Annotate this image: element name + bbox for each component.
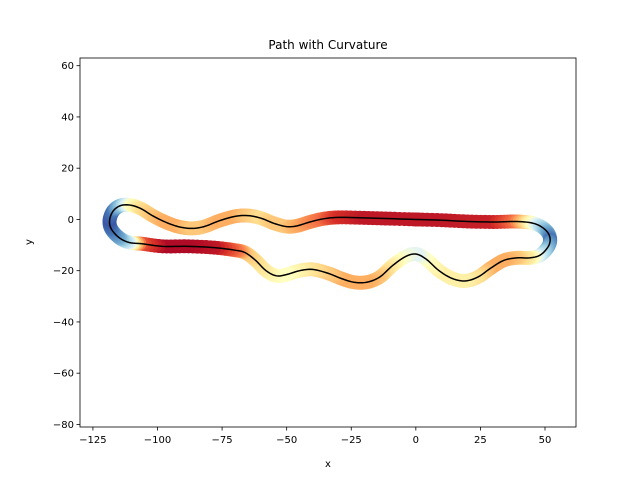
x-tick-label: −125 [79,435,106,446]
path-line [108,204,551,284]
x-tick-label: 25 [474,435,487,446]
chart-title: Path with Curvature [268,38,387,52]
x-tick-label: −100 [144,435,171,446]
y-tick-label: 60 [61,61,74,72]
x-tick-label: 50 [539,435,552,446]
axes-frame [79,57,577,428]
y-tick-label: −20 [53,266,74,277]
y-axis-label: y [24,239,35,245]
axis-ticks: −125 −100 −75 −50 −25 0 25 50 −80 −60 −40 −20 0 20 40 6… [53,61,551,446]
plot-area [79,57,577,428]
y-tick-label: 40 [61,112,74,123]
x-tick-label: −25 [341,435,362,446]
x-tick-label: −75 [212,435,233,446]
data-layer [102,197,558,290]
y-tick-label: −40 [53,317,74,328]
y-tick-label: −60 [53,369,74,380]
y-tick-label: −80 [53,420,74,431]
x-axis-label: x [325,459,331,470]
x-tick-label: −50 [276,435,297,446]
y-tick-label: 0 [68,215,74,226]
y-tick-label: 20 [61,164,74,175]
x-tick-label: 0 [413,435,419,446]
